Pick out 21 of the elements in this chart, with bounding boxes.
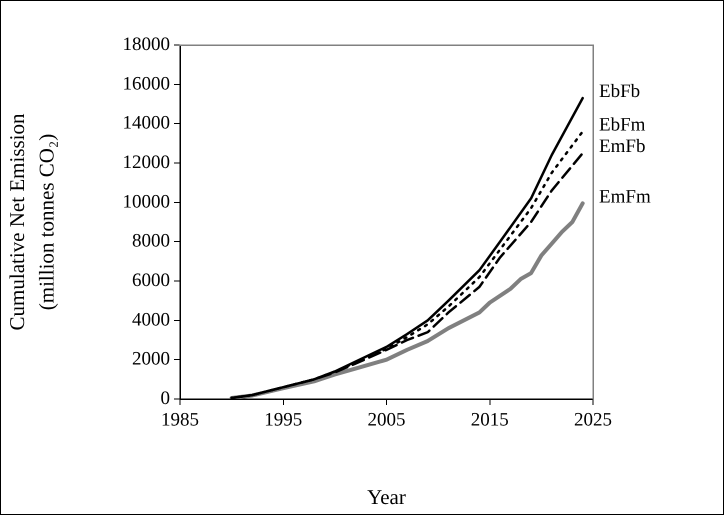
y-tick-label: 8000 [132,230,170,252]
x-tick-label: 1985 [161,409,199,430]
y-tick-label: 6000 [132,270,170,291]
y-tick-label: 14000 [122,112,170,134]
y-tick-label: 12000 [122,152,170,173]
series-label: EmFb [599,136,646,158]
x-tick-label: 2005 [368,409,406,430]
y-axis-title: Cumulative Net Emission (million tonnes CO₂) [5,113,59,330]
x-axis-title: Year [367,484,406,509]
series-label: EbFm [599,114,646,136]
x-tick-label: 2015 [470,409,509,430]
y-tick-label: 18000 [122,34,170,55]
y-tick-label: 10000 [122,191,170,212]
y-tick-label: 2000 [132,348,170,370]
y-tick-label: 16000 [122,73,170,94]
y-tick-label: 0 [160,388,170,409]
x-tick-label: 1995 [264,409,302,430]
y-tick-label: 4000 [132,309,170,330]
series-label: EbFb [599,81,640,102]
x-tick-label: 2025 [574,409,612,430]
series-label: EmFm [599,186,651,208]
